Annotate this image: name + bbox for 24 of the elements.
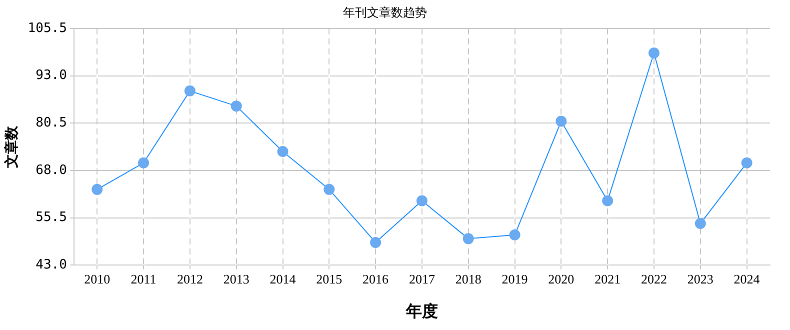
x-tick-label: 2017: [408, 271, 436, 286]
y-axis-title: 文章数: [3, 124, 20, 169]
y-tick-label: 43.0: [36, 258, 67, 273]
y-tick-label: 105.5: [28, 20, 67, 36]
y-tick-label: 80.5: [36, 115, 67, 130]
x-tick-label: 2020: [548, 271, 574, 286]
x-tick-label: 2023: [687, 271, 714, 286]
x-tick-label: 2015: [316, 271, 342, 286]
x-tick-label: 2011: [130, 271, 156, 286]
x-tick-label: 2019: [502, 271, 528, 286]
x-axis-title: 年度: [404, 302, 438, 321]
chart-title: 年刊文章数趋势: [343, 5, 427, 20]
x-tick-label: 2024: [734, 271, 760, 286]
x-tick-label: 2021: [594, 271, 621, 286]
x-tick-label: 2018: [455, 271, 482, 286]
y-tick-label: 68.0: [36, 162, 67, 178]
x-tick-label: 2012: [176, 271, 203, 286]
y-tick-label: 55.5: [36, 210, 67, 226]
x-tick-label: 2022: [640, 271, 667, 286]
x-tick-label: 2013: [223, 271, 250, 286]
y-tick-label: 93.0: [36, 68, 67, 84]
x-tick-label: 2014: [270, 271, 296, 286]
x-tick-label: 2016: [362, 271, 390, 286]
x-tick-label: 2010: [84, 271, 110, 286]
